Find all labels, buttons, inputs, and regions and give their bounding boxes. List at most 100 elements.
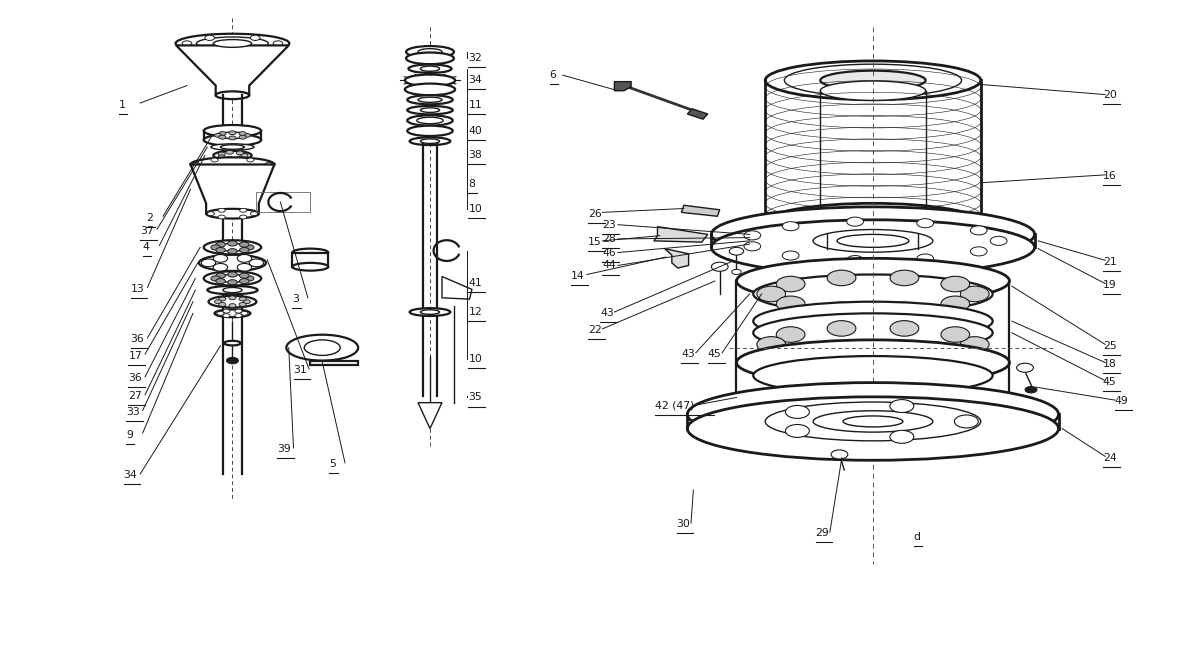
Circle shape	[223, 309, 230, 313]
Ellipse shape	[223, 287, 242, 292]
Ellipse shape	[216, 92, 250, 99]
Ellipse shape	[217, 132, 248, 138]
Circle shape	[744, 231, 761, 240]
Text: 45: 45	[708, 349, 721, 359]
Circle shape	[917, 218, 934, 227]
Circle shape	[218, 302, 226, 306]
Circle shape	[827, 302, 856, 318]
Circle shape	[732, 269, 742, 274]
Text: 5: 5	[330, 459, 336, 469]
Text: 44: 44	[602, 261, 616, 270]
Bar	[293, 252, 329, 266]
Text: 38: 38	[468, 150, 482, 161]
Ellipse shape	[408, 64, 451, 73]
Text: 49: 49	[1115, 396, 1128, 406]
Ellipse shape	[821, 71, 925, 90]
Ellipse shape	[712, 220, 1034, 275]
Circle shape	[890, 430, 913, 443]
Polygon shape	[682, 205, 720, 216]
Circle shape	[236, 151, 244, 155]
Circle shape	[941, 296, 970, 311]
Ellipse shape	[790, 207, 956, 238]
Ellipse shape	[175, 34, 289, 53]
Ellipse shape	[409, 137, 450, 145]
Ellipse shape	[821, 81, 925, 100]
Circle shape	[211, 276, 221, 281]
Circle shape	[744, 242, 761, 251]
Ellipse shape	[407, 115, 452, 125]
Ellipse shape	[754, 313, 992, 352]
Text: 21: 21	[1103, 257, 1116, 266]
Circle shape	[216, 248, 226, 253]
Circle shape	[229, 296, 236, 300]
Circle shape	[917, 254, 934, 263]
Ellipse shape	[293, 249, 329, 256]
Ellipse shape	[216, 244, 250, 251]
Circle shape	[245, 276, 254, 281]
Ellipse shape	[409, 308, 450, 316]
Ellipse shape	[688, 383, 1058, 446]
Circle shape	[218, 135, 226, 139]
Ellipse shape	[287, 335, 358, 361]
Text: 28: 28	[602, 234, 616, 244]
Text: 8: 8	[468, 179, 475, 189]
Circle shape	[216, 242, 226, 247]
Circle shape	[240, 242, 250, 247]
Ellipse shape	[211, 144, 254, 150]
Circle shape	[890, 353, 919, 368]
Ellipse shape	[737, 258, 1009, 304]
Circle shape	[941, 276, 970, 292]
Text: 40: 40	[468, 126, 482, 136]
Circle shape	[217, 311, 224, 315]
Circle shape	[776, 276, 805, 292]
Ellipse shape	[305, 340, 341, 356]
Circle shape	[847, 255, 864, 265]
Circle shape	[214, 263, 228, 271]
Circle shape	[218, 155, 226, 159]
Circle shape	[202, 259, 216, 266]
Circle shape	[211, 245, 221, 250]
Ellipse shape	[216, 274, 250, 282]
Text: 19: 19	[1103, 280, 1116, 290]
Ellipse shape	[404, 84, 455, 96]
Circle shape	[235, 309, 242, 313]
Circle shape	[205, 46, 215, 51]
Ellipse shape	[407, 125, 452, 136]
Circle shape	[757, 286, 786, 302]
Ellipse shape	[814, 411, 932, 432]
Text: 2: 2	[146, 213, 154, 223]
Text: 4: 4	[143, 242, 150, 252]
Ellipse shape	[407, 96, 452, 104]
Circle shape	[216, 279, 226, 284]
Circle shape	[240, 279, 250, 284]
Polygon shape	[176, 46, 289, 96]
Text: 27: 27	[128, 391, 142, 401]
Text: 26: 26	[588, 209, 601, 218]
Text: 3: 3	[293, 294, 299, 304]
Text: 43: 43	[600, 308, 613, 318]
Text: 41: 41	[468, 278, 482, 288]
Polygon shape	[311, 361, 358, 365]
Text: 34: 34	[468, 75, 482, 85]
Ellipse shape	[688, 397, 1058, 460]
Circle shape	[265, 162, 272, 166]
Ellipse shape	[215, 309, 251, 317]
Circle shape	[239, 302, 246, 306]
Circle shape	[235, 314, 242, 318]
Ellipse shape	[420, 66, 439, 72]
Text: 20: 20	[1103, 90, 1117, 100]
Circle shape	[239, 131, 246, 135]
Bar	[257, 192, 311, 212]
Polygon shape	[665, 249, 689, 268]
Circle shape	[215, 133, 222, 137]
Ellipse shape	[838, 235, 908, 248]
Ellipse shape	[208, 286, 258, 294]
Circle shape	[236, 156, 244, 160]
Text: 36: 36	[131, 334, 144, 345]
Circle shape	[776, 327, 805, 343]
Text: 39: 39	[277, 444, 290, 454]
Circle shape	[240, 209, 247, 213]
Circle shape	[730, 248, 744, 255]
Ellipse shape	[214, 151, 252, 160]
Ellipse shape	[293, 263, 329, 270]
